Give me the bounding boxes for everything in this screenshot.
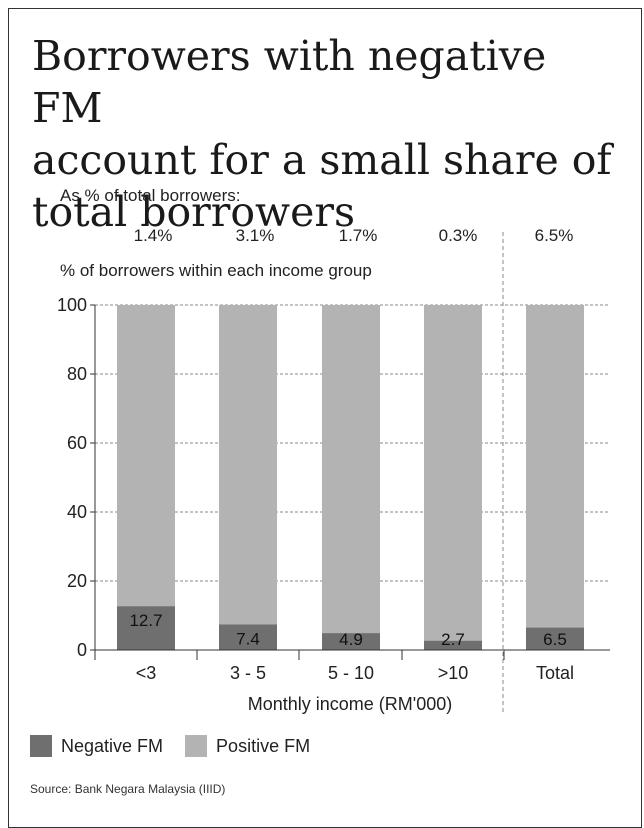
chart-title: Borrowers with negative FM account for a… <box>32 30 612 238</box>
x-tick-label: Total <box>536 663 574 683</box>
legend-swatch-positive <box>185 735 208 757</box>
y-tick-label: 40 <box>67 502 87 522</box>
y-tick-label: 60 <box>67 433 87 453</box>
x-tick-label: <3 <box>136 663 157 683</box>
title-line-3: total borrowers <box>32 188 356 236</box>
source-note: Source: Bank Negara Malaysia (IIID) <box>30 782 226 796</box>
x-tick-label: 3 - 5 <box>230 663 266 683</box>
share-value-3-5: 3.1% <box>235 226 275 245</box>
bar-negative-fm <box>526 627 584 650</box>
bar-negative-fm <box>117 606 175 650</box>
bar-positive-fm <box>526 305 584 628</box>
y-tick-label: 20 <box>67 571 87 591</box>
y-tick-label: 80 <box>67 364 87 384</box>
data-label: 4.9 <box>339 630 363 649</box>
share-heading: As % of total borrowers: <box>60 186 241 205</box>
legend-swatch-negative <box>30 735 52 757</box>
title-line-1: Borrowers with negative FM <box>32 32 547 132</box>
share-value-lt3: 1.4% <box>133 226 173 245</box>
bar-chart: 12.7 7.4 4.9 2.7 6.5 0 20 40 60 80 100 <3 3 - 5 5 - 1… <box>57 232 610 715</box>
bar-negative-fm <box>322 633 380 650</box>
share-value-gt10: 0.3% <box>438 226 478 245</box>
legend: Negative FM Positive FM <box>30 735 332 757</box>
bar-positive-fm <box>322 305 380 634</box>
bar-positive-fm <box>219 305 277 625</box>
share-value-5-10: 1.7% <box>338 226 378 245</box>
bar-positive-fm <box>424 305 482 641</box>
data-label: 7.4 <box>236 629 260 648</box>
x-tick-label: 5 - 10 <box>328 663 374 683</box>
bar-negative-fm <box>219 624 277 650</box>
bar-positive-fm <box>117 305 175 607</box>
x-axis-title: Monthly income (RM'000) <box>248 694 453 714</box>
y-tick-label: 0 <box>77 640 87 660</box>
legend-label-negative: Negative FM <box>61 735 164 756</box>
data-label: 12.7 <box>129 611 162 630</box>
chart-subtitle: % of borrowers within each income group <box>60 261 372 280</box>
bar-negative-fm <box>424 640 482 650</box>
data-label: 2.7 <box>441 630 465 649</box>
y-tick-label: 100 <box>57 295 87 315</box>
data-label: 6.5 <box>543 630 567 649</box>
legend-item-negative: Negative FM <box>30 735 163 757</box>
x-tick-label: >10 <box>438 663 469 683</box>
share-value-total: 6.5% <box>534 226 574 245</box>
title-line-2: account for a small share of <box>32 136 612 184</box>
legend-item-positive: Positive FM <box>185 735 310 757</box>
legend-label-positive: Positive FM <box>216 735 311 756</box>
